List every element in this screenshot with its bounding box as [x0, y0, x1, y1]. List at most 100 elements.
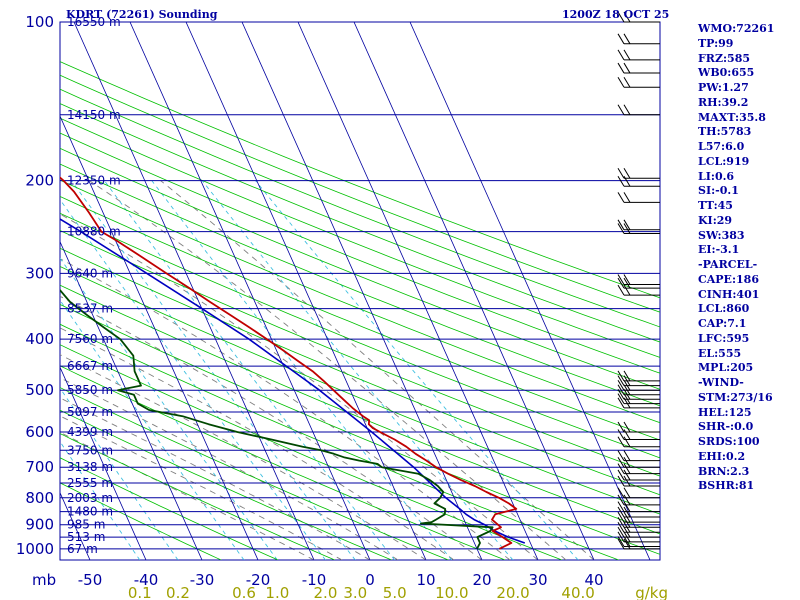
- height-label: 12350 m: [67, 174, 121, 188]
- temperature-tick-label: -10: [302, 571, 327, 589]
- index-row: HEL:125: [698, 405, 752, 419]
- height-label: 8537 m: [67, 302, 113, 316]
- wind-barb: [617, 274, 660, 286]
- wind-barb: [617, 487, 660, 499]
- index-row: WB0:655: [698, 66, 755, 80]
- moist-adiabat-line: [88, 180, 567, 560]
- temperature-tick-label: -20: [246, 571, 271, 589]
- dry-adiabat-line: [60, 323, 619, 560]
- dry-adiabat-line: [60, 117, 660, 358]
- observation-time: 1200Z 18 OCT 25: [562, 8, 670, 21]
- mixing-ratio-unit-label: g/kg: [635, 584, 668, 600]
- mixing-ratio-line: [60, 257, 278, 560]
- mixing-ratio-label: 0.6: [232, 584, 256, 600]
- dry-adiabat-line: [60, 387, 449, 560]
- wind-barb: [617, 277, 660, 289]
- wind-barb: [617, 168, 660, 179]
- index-row: -PARCEL-: [698, 258, 758, 271]
- temperature-tick-label: -40: [134, 571, 159, 589]
- wind-barb: [617, 526, 660, 538]
- temperature-tick-label: 10: [416, 571, 435, 589]
- wind-barb: [617, 421, 660, 433]
- index-row: TT:45: [698, 199, 733, 212]
- dewpoint-line: [60, 288, 494, 550]
- height-label: 513 m: [67, 530, 105, 544]
- wind-barb: [617, 104, 660, 116]
- parcel-path-line: [60, 218, 526, 544]
- mixing-ratio-line: [60, 299, 245, 560]
- mixing-ratio-line: [60, 387, 179, 560]
- wind-barb: [617, 397, 660, 409]
- dry-adiabat-line: [60, 163, 660, 407]
- height-label: 1480 m: [67, 505, 113, 519]
- temperature-tick-label: 30: [528, 571, 547, 589]
- dry-adiabat-line: [60, 230, 660, 477]
- mixing-ratio-label: 1.0: [265, 584, 289, 600]
- moist-adiabat-line: [60, 354, 427, 560]
- mixing-ratio-line: [60, 198, 326, 560]
- index-row: SHR-:0.0: [698, 420, 754, 434]
- wind-barb: [617, 49, 660, 61]
- mixing-ratio-line: [71, 180, 356, 560]
- height-label: 9640 m: [67, 266, 113, 280]
- pressure-tick-label: 500: [25, 381, 54, 399]
- dry-adiabat-line: [60, 212, 660, 459]
- pressure-tick-label: 100: [25, 13, 54, 31]
- isotherm-line: [409, 22, 651, 560]
- isotherm-line: [0, 22, 34, 560]
- wind-barb: [617, 388, 660, 400]
- height-label: 7560 m: [67, 332, 113, 346]
- height-label: 14150 m: [67, 108, 121, 122]
- index-row: SI:-0.1: [698, 184, 739, 198]
- mixing-ratio-label: 40.0: [561, 584, 594, 600]
- height-label: 2555 m: [67, 476, 113, 490]
- temperature-axis: -50 -40 -30 -20 -10 0 10 20 30 40: [78, 571, 604, 589]
- index-row: LFC:595: [698, 331, 750, 345]
- moist-adiabat-line: [60, 295, 483, 560]
- height-label: 3138 m: [67, 460, 113, 474]
- index-row: FRZ:585: [698, 51, 751, 65]
- wind-barb: [617, 469, 660, 481]
- pressure-tick-label: 600: [25, 423, 54, 441]
- moist-adiabat-line: [60, 377, 399, 560]
- mixing-ratio-line: [255, 180, 579, 560]
- wind-barb: [617, 494, 660, 506]
- index-row: PW:1.27: [698, 81, 749, 94]
- pressure-tick-label: 200: [25, 172, 54, 190]
- temperature-tick-label: -30: [190, 571, 215, 589]
- index-row: LCL:860: [698, 302, 750, 316]
- pressure-axis: 100 200 300 400 500 600 700 800 900 1000 mb: [16, 13, 56, 589]
- mixing-ratio-label: 20.0: [496, 584, 529, 600]
- index-row: RH:39.2: [698, 95, 749, 109]
- index-row: BRN:2.3: [698, 464, 750, 478]
- mixing-ratio-label: 2.0: [314, 584, 338, 600]
- dry-adiabat-line: [60, 365, 506, 560]
- wind-barb: [617, 463, 660, 475]
- wind-barb: [617, 223, 660, 234]
- wind-barbs: [617, 11, 660, 550]
- index-row: CAPE:186: [698, 272, 759, 286]
- moist-adiabats: [60, 180, 595, 560]
- moist-adiabat-line: [60, 327, 455, 560]
- dry-adiabat-line: [60, 482, 222, 560]
- height-label: 4399 m: [67, 425, 113, 439]
- moist-adiabat-line: [60, 431, 315, 560]
- wind-barb: [617, 536, 660, 548]
- temperature-tick-label: 40: [584, 571, 603, 589]
- height-label: 2003 m: [67, 491, 113, 505]
- dry-adiabat-line: [60, 266, 660, 515]
- pressure-tick-label: 400: [25, 330, 54, 348]
- index-row: EI:-3.1: [698, 243, 740, 257]
- wind-barb: [617, 11, 660, 23]
- dry-adiabat-line: [60, 74, 660, 313]
- height-label: 67 m: [67, 542, 98, 556]
- isotherms: [0, 22, 651, 560]
- dry-adiabat-line: [60, 344, 562, 560]
- dry-adiabats: [60, 61, 660, 560]
- wind-barb: [617, 76, 660, 88]
- mixing-ratio-label: 0.2: [166, 584, 190, 600]
- isotherm-line: [129, 22, 371, 560]
- moist-adiabat-line: [160, 180, 595, 560]
- moist-adiabat-line: [60, 397, 371, 560]
